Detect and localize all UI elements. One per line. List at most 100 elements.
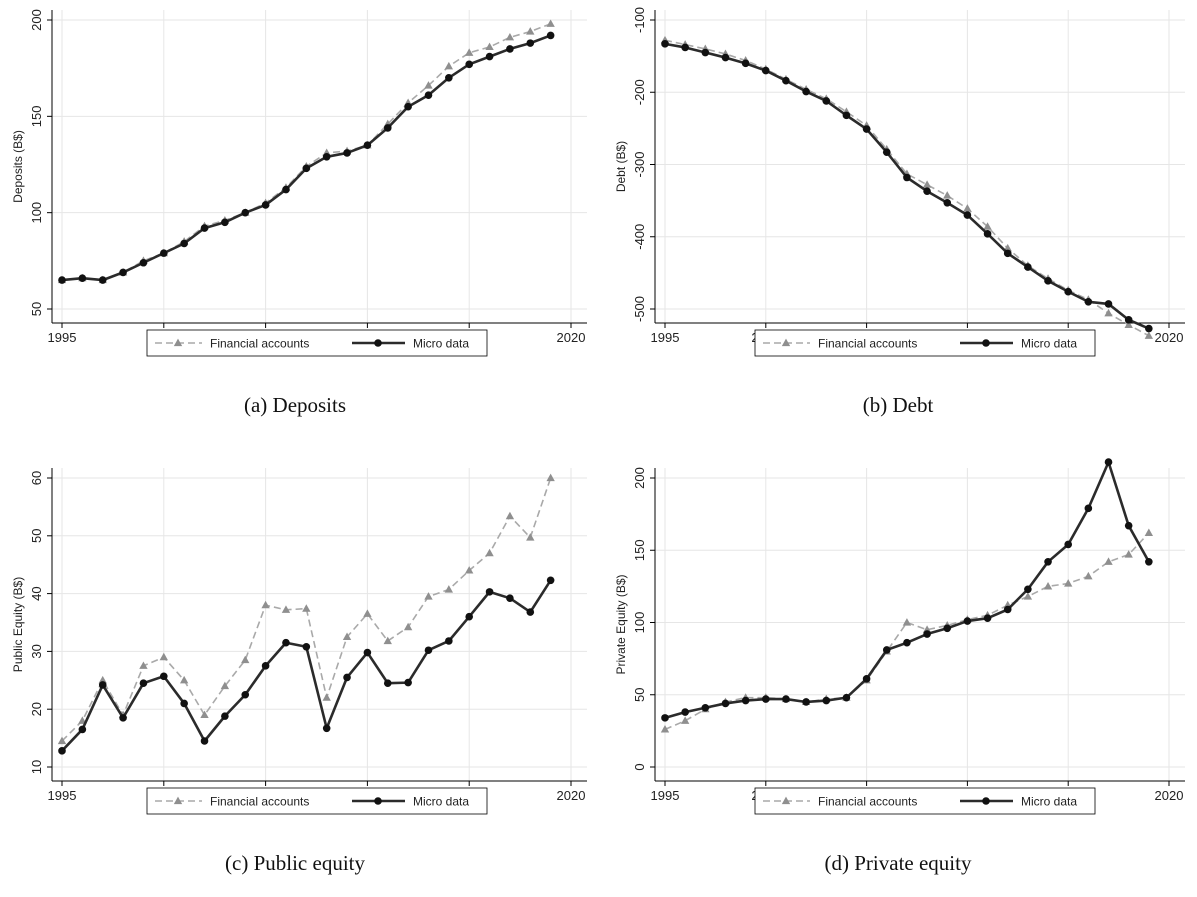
point-micro-data: [119, 268, 127, 277]
point-financial-accounts: [57, 736, 67, 745]
point-financial-accounts: [241, 655, 250, 664]
point-financial-accounts: [139, 661, 148, 669]
point-micro-data: [78, 725, 87, 734]
point-financial-accounts: [465, 566, 474, 574]
legend-label-financial-accounts: Financial accounts: [210, 337, 309, 351]
point-micro-data: [363, 141, 372, 150]
x-tick-label: 1995: [48, 788, 77, 803]
point-micro-data: [302, 164, 311, 173]
point-financial-accounts: [322, 693, 331, 701]
point-financial-accounts: [383, 636, 392, 645]
point-micro-data: [862, 125, 871, 133]
point-financial-accounts: [444, 585, 454, 593]
point-micro-data: [842, 111, 851, 120]
point-micro-data: [842, 693, 851, 702]
legend-box: [146, 787, 488, 815]
panel-caption: (b) Debt: [863, 393, 934, 417]
point-financial-accounts: [200, 710, 209, 719]
point-financial-accounts: [1144, 331, 1154, 339]
point-micro-data: [526, 608, 535, 616]
point-micro-data: [180, 699, 188, 708]
point-micro-data: [762, 695, 770, 703]
point-financial-accounts: [159, 652, 168, 661]
point-financial-accounts: [363, 609, 372, 617]
legend-label-financial-accounts: Financial accounts: [210, 795, 309, 809]
x-tick-label: 2020: [557, 330, 586, 345]
point-micro-data: [923, 187, 931, 196]
point-micro-data: [465, 60, 474, 69]
point-financial-accounts: [261, 600, 270, 609]
point-financial-accounts: [1124, 550, 1133, 558]
point-financial-accounts: [403, 622, 413, 631]
y-axis-title: Private Equity (B$): [614, 574, 628, 674]
point-financial-accounts: [1144, 528, 1154, 536]
plot-area: [52, 468, 587, 781]
point-financial-accounts: [1084, 571, 1093, 580]
y-tick-label: 50: [29, 302, 44, 316]
x-tick-label: 1995: [651, 330, 680, 345]
legend-box: [754, 787, 1096, 815]
x-tick-label: 2020: [557, 788, 586, 803]
point-micro-data: [322, 152, 331, 161]
y-tick-label: 200: [29, 9, 44, 31]
point-micro-data: [139, 258, 148, 267]
point-micro-data: [485, 52, 494, 61]
legend-marker-financial-accounts: [173, 338, 183, 347]
legend-label-financial-accounts: Financial accounts: [818, 795, 917, 809]
plot-area: [655, 468, 1185, 781]
y-tick-label: 20: [29, 702, 44, 716]
point-micro-data: [963, 211, 972, 219]
y-tick-label: 40: [29, 586, 44, 600]
y-tick-label: 10: [29, 760, 44, 774]
legend-label-micro-data: Micro data: [1021, 337, 1077, 351]
panel-1: 199520002005201020152020-500-400-300-200…: [614, 7, 1185, 417]
point-micro-data: [1064, 540, 1072, 549]
y-axis-title: Deposits (B$): [11, 130, 25, 203]
point-micro-data: [302, 642, 311, 651]
point-micro-data: [404, 102, 412, 111]
point-financial-accounts: [1104, 557, 1113, 565]
point-micro-data: [741, 696, 750, 705]
y-tick-label: -200: [632, 79, 647, 105]
point-micro-data: [1003, 249, 1012, 258]
point-micro-data: [363, 648, 372, 657]
point-financial-accounts: [902, 618, 912, 626]
point-micro-data: [261, 201, 270, 209]
point-micro-data: [943, 624, 952, 633]
point-micro-data: [943, 198, 952, 207]
point-financial-accounts: [98, 675, 107, 684]
y-tick-label: -400: [632, 224, 647, 250]
y-tick-label: -100: [632, 7, 647, 33]
point-micro-data: [221, 218, 229, 227]
point-financial-accounts: [546, 473, 555, 482]
y-tick-label: -300: [632, 151, 647, 177]
point-financial-accounts: [1023, 592, 1033, 600]
point-micro-data: [983, 230, 992, 238]
point-micro-data: [762, 66, 770, 75]
point-micro-data: [1084, 297, 1093, 306]
point-financial-accounts: [220, 681, 230, 690]
point-financial-accounts: [281, 605, 291, 613]
point-micro-data: [661, 714, 669, 722]
point-financial-accounts: [1043, 581, 1053, 590]
point-micro-data: [343, 149, 351, 157]
point-financial-accounts: [1124, 320, 1133, 328]
point-financial-accounts: [1064, 579, 1073, 587]
point-financial-accounts: [922, 180, 932, 188]
point-financial-accounts: [526, 533, 535, 541]
x-tick-label: 1995: [651, 788, 680, 803]
point-micro-data: [903, 638, 911, 647]
point-micro-data: [1003, 605, 1012, 614]
point-micro-data: [241, 208, 250, 217]
point-financial-accounts: [302, 604, 311, 612]
point-micro-data: [58, 276, 66, 284]
point-micro-data: [546, 576, 555, 585]
legend-marker-micro-data: [982, 339, 990, 347]
point-micro-data: [139, 679, 148, 687]
point-micro-data: [1145, 558, 1153, 566]
point-micro-data: [802, 698, 810, 706]
legend-marker-financial-accounts: [781, 338, 791, 347]
point-micro-data: [343, 673, 351, 682]
point-financial-accounts: [342, 632, 352, 641]
point-micro-data: [1104, 300, 1113, 308]
